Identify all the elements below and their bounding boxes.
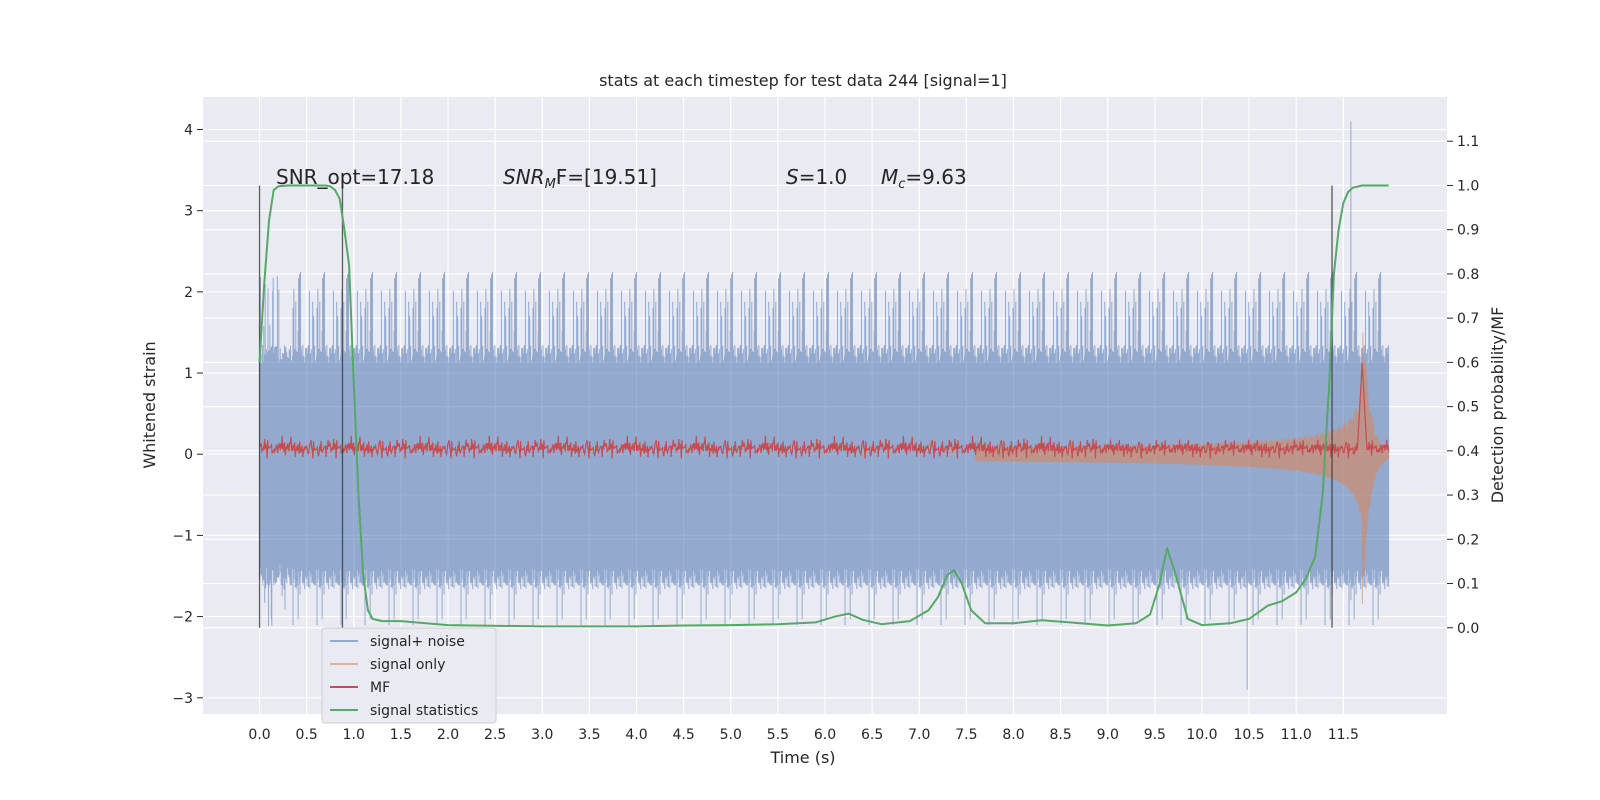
x-tick-label: 0.5 [296,727,318,743]
y2-tick-label: 0.8 [1457,267,1479,283]
y-tick-label: −2 [172,610,193,626]
y2-tick-label: 0.6 [1457,355,1479,371]
x-tick-label: 3.0 [531,727,553,743]
y2-tick-label: 1.0 [1457,178,1479,194]
y2-tick-label: 0.1 [1457,577,1479,593]
snr-mf-subscript: M [545,177,556,192]
y2-tick-label: 0.2 [1457,532,1479,548]
legend-label-signal-noise: signal+ noise [370,634,465,650]
y-tick-label: 2 [184,285,193,301]
y-axis-label: Whitened strain [140,341,159,468]
x-tick-label: 10.5 [1234,727,1265,743]
series-signal-statistics [258,184,1389,628]
y2-tick-label: 0.9 [1457,223,1479,239]
snr-mf-symbol: SNR [503,165,545,189]
snr-mf-annotation: SNRMF=[19.51] [503,165,657,192]
snr-opt-annotation: SNR_opt=17.18 [276,165,434,189]
x-tick-label: 0.0 [248,727,270,743]
x-tick-label: 9.0 [1097,727,1119,743]
series-layer [258,121,1390,690]
y-tick-label: 1 [184,366,193,382]
s-annotation: S=1.0 [786,165,847,189]
x-tick-label: 8.5 [1049,727,1071,743]
y2-axis-label: Detection probability/MF [1488,307,1507,504]
y-tick-label: −3 [172,691,193,707]
y2-tick-label: 0.0 [1457,621,1479,637]
y2-tick-label: 0.7 [1457,311,1479,327]
series-mf [259,362,1390,459]
chart-title: stats at each timestep for test data 244… [599,71,1007,90]
x-tick-label: 5.0 [720,727,742,743]
mc-symbol: M [881,165,898,189]
legend-label-mf: MF [370,680,390,696]
y-tick-label: −1 [172,528,193,544]
ticks: 0.0 0.5 1.0 1.5 2.0 2.5 3.0 3.5 4.0 4.5 5.0 5.5 6.0 6… [172,122,1479,743]
x-tick-label: 11.0 [1281,727,1312,743]
legend-box [321,627,497,724]
x-tick-label: 4.0 [625,727,647,743]
x-tick-label: 2.5 [484,727,506,743]
x-tick-label: 6.0 [814,727,836,743]
x-axis-label: Time (s) [769,748,835,767]
s-symbol: S [786,165,799,189]
x-tick-label: 4.5 [673,727,695,743]
x-tick-label: 7.0 [908,727,930,743]
y-tick-label: 4 [184,122,193,138]
x-tick-label: 8.0 [1002,727,1024,743]
mc-subscript: c [898,177,905,192]
legend-label-signal-only: signal only [370,657,445,673]
legend-label-signal-statistics: signal statistics [370,703,478,719]
y2-tick-label: 0.3 [1457,488,1479,504]
mc-value: =9.63 [905,165,966,189]
x-tick-label: 3.5 [578,727,600,743]
x-tick-label: 7.5 [955,727,977,743]
x-tick-label: 1.5 [390,727,412,743]
x-tick-label: 6.5 [861,727,883,743]
y-tick-label: 3 [184,204,193,220]
x-tick-label: 5.5 [767,727,789,743]
x-tick-label: 2.0 [437,727,459,743]
mc-annotation: Mc=9.63 [881,165,967,192]
s-value: =1.0 [799,165,848,189]
y2-tick-label: 0.5 [1457,400,1479,416]
snr-mf-value: F=[19.51] [556,165,657,189]
y2-tick-label: 0.4 [1457,444,1479,460]
legend: signal+ noise signal only MF signal stat… [321,627,497,724]
x-tick-label: 10.0 [1186,727,1217,743]
y2-tick-label: 1.1 [1457,134,1479,150]
y-tick-label: 0 [184,447,193,463]
x-tick-label: 1.0 [343,727,365,743]
x-tick-label: 9.5 [1144,727,1166,743]
x-tick-label: 11.5 [1328,727,1359,743]
